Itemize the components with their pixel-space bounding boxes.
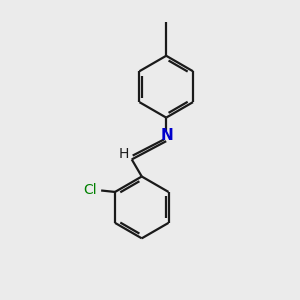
- Text: N: N: [160, 128, 173, 143]
- Text: H: H: [118, 147, 129, 161]
- Text: Cl: Cl: [84, 183, 97, 197]
